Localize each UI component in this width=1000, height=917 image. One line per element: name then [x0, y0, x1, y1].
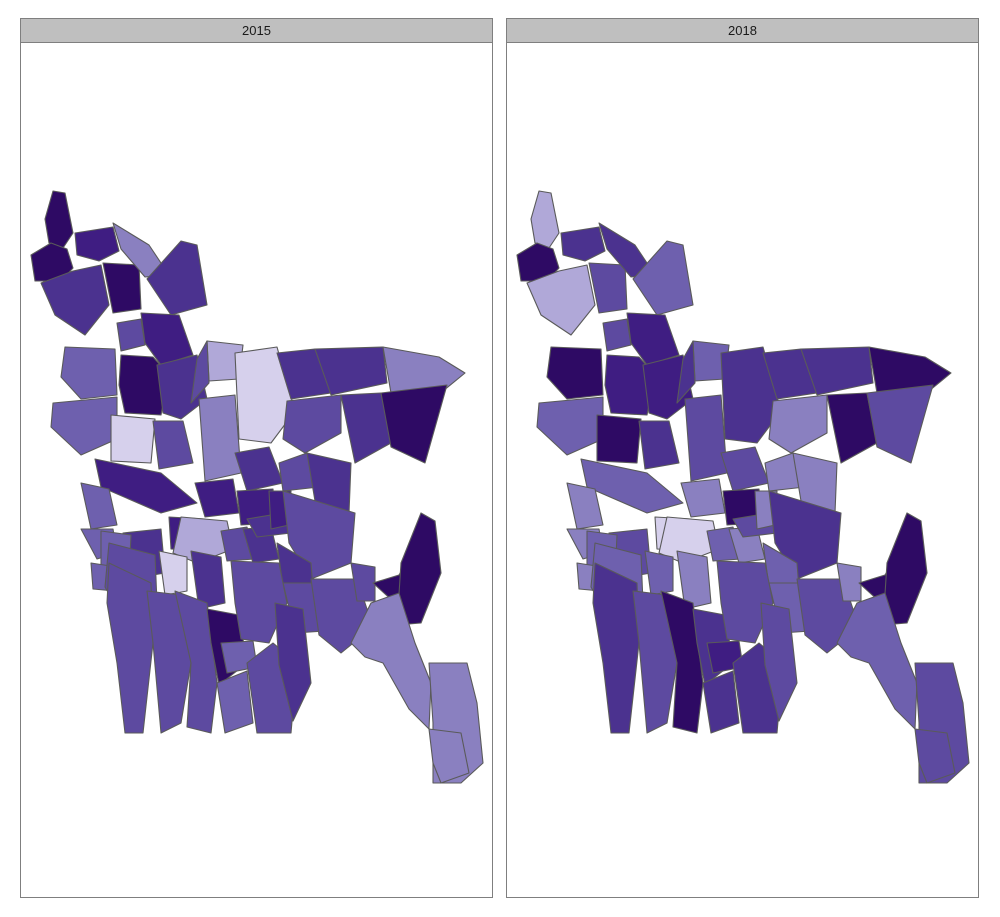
- district-kurigram: [632, 240, 694, 316]
- district-thakurgaon: [30, 242, 74, 282]
- district-kishoreganj: [768, 394, 828, 454]
- district-kurigram: [146, 240, 208, 316]
- district-natore: [596, 414, 642, 464]
- choropleth-map-2015: [30, 190, 484, 784]
- district-satkhira: [592, 562, 640, 734]
- district-moulvibazar: [866, 384, 934, 464]
- district-bhola: [760, 602, 798, 722]
- district-sirajganj: [638, 420, 680, 470]
- district-naogaon: [604, 354, 656, 416]
- district-coxsbazar: [428, 728, 470, 784]
- district-thakurgaon: [516, 242, 560, 282]
- district-nilphamari: [560, 226, 606, 262]
- district-kishoreganj: [282, 394, 342, 454]
- district-dinajpur: [40, 264, 110, 336]
- district-bagerhat: [174, 590, 218, 734]
- district-sunamganj: [800, 346, 874, 396]
- district-rajshahi: [50, 396, 118, 456]
- district-bagerhat: [660, 590, 704, 734]
- district-gazipur: [720, 446, 770, 492]
- facet-strip-label: 2018: [507, 19, 978, 43]
- district-sunamganj: [314, 346, 388, 396]
- district-rajshahi: [536, 396, 604, 456]
- district-natore: [110, 414, 156, 464]
- district-naogaon: [118, 354, 170, 416]
- district-chapainawabganj: [546, 346, 604, 400]
- district-chapainawabganj: [60, 346, 118, 400]
- district-barishal: [716, 560, 774, 644]
- district-pabna: [580, 458, 684, 514]
- district-rangpur: [588, 262, 628, 314]
- district-bogura: [642, 354, 694, 420]
- district-joypurhat: [602, 318, 632, 352]
- facet-panel-2015: 2015: [20, 18, 493, 898]
- district-gopalganj: [676, 550, 712, 610]
- district-joypurhat: [116, 318, 146, 352]
- district-mymensingh: [720, 346, 782, 444]
- district-sherpur: [676, 340, 696, 404]
- district-bogura: [156, 354, 208, 420]
- district-kushtia: [80, 482, 118, 530]
- district-kushtia: [566, 482, 604, 530]
- choropleth-map-2018: [516, 190, 970, 784]
- district-panchagarh: [530, 190, 560, 249]
- district-rangpur: [102, 262, 142, 314]
- district-chattogram: [350, 592, 432, 730]
- district-narail: [644, 550, 674, 596]
- facet-panel-2018: 2018: [506, 18, 979, 898]
- district-dinajpur: [526, 264, 596, 336]
- district-barishal: [230, 560, 288, 644]
- district-pabna: [94, 458, 198, 514]
- district-moulvibazar: [380, 384, 448, 464]
- district-gopalganj: [190, 550, 226, 610]
- district-sherpur: [190, 340, 210, 404]
- district-manikganj: [680, 478, 726, 518]
- district-coxsbazar: [914, 728, 956, 784]
- facet-strip-label: 2015: [21, 19, 492, 43]
- district-satkhira: [106, 562, 154, 734]
- district-sirajganj: [152, 420, 194, 470]
- district-barguna: [702, 670, 740, 734]
- district-nilphamari: [74, 226, 120, 262]
- district-tangail: [198, 394, 242, 482]
- district-narail: [158, 550, 188, 596]
- district-chattogram: [836, 592, 918, 730]
- district-bhola: [274, 602, 312, 722]
- district-mymensingh: [234, 346, 296, 444]
- district-gazipur: [234, 446, 284, 492]
- district-manikganj: [194, 478, 240, 518]
- district-barguna: [216, 670, 254, 734]
- district-panchagarh: [44, 190, 74, 249]
- district-tangail: [684, 394, 728, 482]
